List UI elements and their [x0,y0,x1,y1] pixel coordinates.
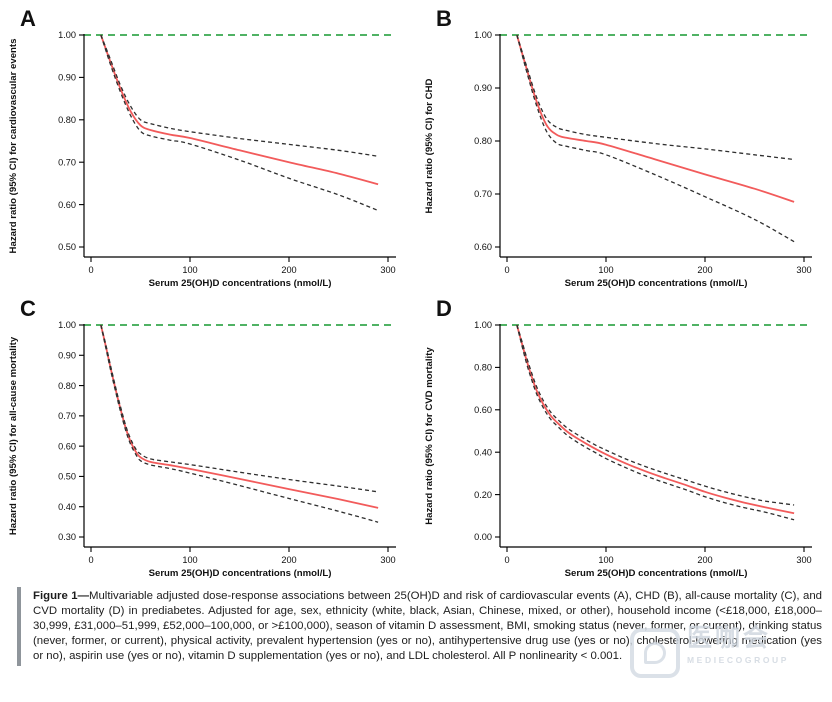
svg-text:200: 200 [697,265,712,275]
svg-text:0.80: 0.80 [474,363,492,373]
svg-text:0.60: 0.60 [58,441,76,451]
svg-text:0.70: 0.70 [58,157,76,167]
svg-text:0.40: 0.40 [474,447,492,457]
svg-text:0.70: 0.70 [58,411,76,421]
svg-text:0.00: 0.00 [474,532,492,542]
svg-text:1.00: 1.00 [58,320,76,330]
panel-d: D 1.00 0.80 0.60 0.40 0.20 0.00 0 100 200 300 Seru… [416,290,832,580]
svg-text:200: 200 [281,265,296,275]
panel-b: B 1.00 0.90 0.80 0.70 0.60 0 100 200 300 Serum 25… [416,0,832,290]
svg-text:0.60: 0.60 [474,242,492,252]
svg-text:100: 100 [182,555,197,565]
svg-text:300: 300 [380,265,395,275]
figure-caption-text: Multivariable adjusted dose-response ass… [33,590,823,662]
svg-text:100: 100 [598,265,613,275]
svg-text:300: 300 [380,555,395,565]
svg-text:1.00: 1.00 [474,320,492,330]
panel-c-chart: 1.00 0.90 0.80 0.70 0.60 0.50 0.40 0.30 0 100 200 3… [8,320,396,579]
svg-text:300: 300 [796,555,811,565]
svg-text:0.20: 0.20 [474,490,492,500]
svg-text:200: 200 [697,555,712,565]
panel-c-label: C [20,296,36,321]
panel-a: A 1.00 0.90 0.80 0.70 0.60 0.50 0 100 200 300 Seru… [0,0,416,290]
svg-text:0.90: 0.90 [58,351,76,361]
svg-text:Hazard ratio (95% CI) for CHD: Hazard ratio (95% CI) for CHD [424,79,435,214]
svg-text:0.50: 0.50 [58,472,76,482]
svg-text:100: 100 [598,555,613,565]
panels-grid: A 1.00 0.90 0.80 0.70 0.60 0.50 0 100 200 300 Seru… [0,0,832,580]
svg-text:0: 0 [504,265,509,275]
svg-text:0: 0 [88,555,93,565]
svg-text:0.50: 0.50 [58,242,76,252]
svg-text:0.80: 0.80 [474,136,492,146]
svg-text:0.40: 0.40 [58,502,76,512]
panel-b-label: B [436,6,452,31]
svg-text:0.30: 0.30 [58,532,76,542]
svg-text:0: 0 [88,265,93,275]
svg-text:Hazard ratio (95% CI) for card: Hazard ratio (95% CI) for cardiovascular… [8,39,19,254]
svg-text:1.00: 1.00 [474,30,492,40]
figure-caption-label: Figure 1 [33,590,78,602]
svg-text:Serum 25(OH)D concentrations (: Serum 25(OH)D concentrations (nmol/L) [149,278,332,289]
svg-text:200: 200 [281,555,296,565]
panel-b-chart: 1.00 0.90 0.80 0.70 0.60 0 100 200 300 Serum 25(O… [424,30,812,289]
panel-c: C 1.00 0.90 0.80 0.70 0.60 0.50 0.40 0.30 0 100 20… [0,290,416,580]
svg-text:0.60: 0.60 [58,200,76,210]
svg-text:0.80: 0.80 [58,381,76,391]
svg-text:300: 300 [796,265,811,275]
panel-d-chart: 1.00 0.80 0.60 0.40 0.20 0.00 0 100 200 300 Serum … [424,320,812,579]
panel-a-chart: 1.00 0.90 0.80 0.70 0.60 0.50 0 100 200 300 Serum … [8,30,396,289]
svg-text:1.00: 1.00 [58,30,76,40]
svg-text:0.90: 0.90 [474,83,492,93]
panel-a-label: A [20,6,36,31]
svg-text:Serum 25(OH)D concentrations (: Serum 25(OH)D concentrations (nmol/L) [565,278,748,289]
panel-d-label: D [436,296,452,321]
svg-text:0: 0 [504,555,509,565]
svg-text:0.60: 0.60 [474,405,492,415]
svg-text:0.70: 0.70 [474,189,492,199]
svg-text:Serum 25(OH)D concentrations (: Serum 25(OH)D concentrations (nmol/L) [565,568,748,579]
svg-text:Serum 25(OH)D concentrations (: Serum 25(OH)D concentrations (nmol/L) [149,568,332,579]
figure-caption: Figure 1—Multivariable adjusted dose-res… [17,587,822,666]
svg-text:Hazard ratio (95% CI) for CVD: Hazard ratio (95% CI) for CVD mortality [424,347,435,525]
svg-text:Hazard ratio (95% CI) for all-: Hazard ratio (95% CI) for all-cause mort… [8,336,19,535]
svg-text:0.90: 0.90 [58,73,76,83]
figure-caption-dash: — [77,590,89,602]
svg-text:0.80: 0.80 [58,115,76,125]
svg-text:100: 100 [182,265,197,275]
